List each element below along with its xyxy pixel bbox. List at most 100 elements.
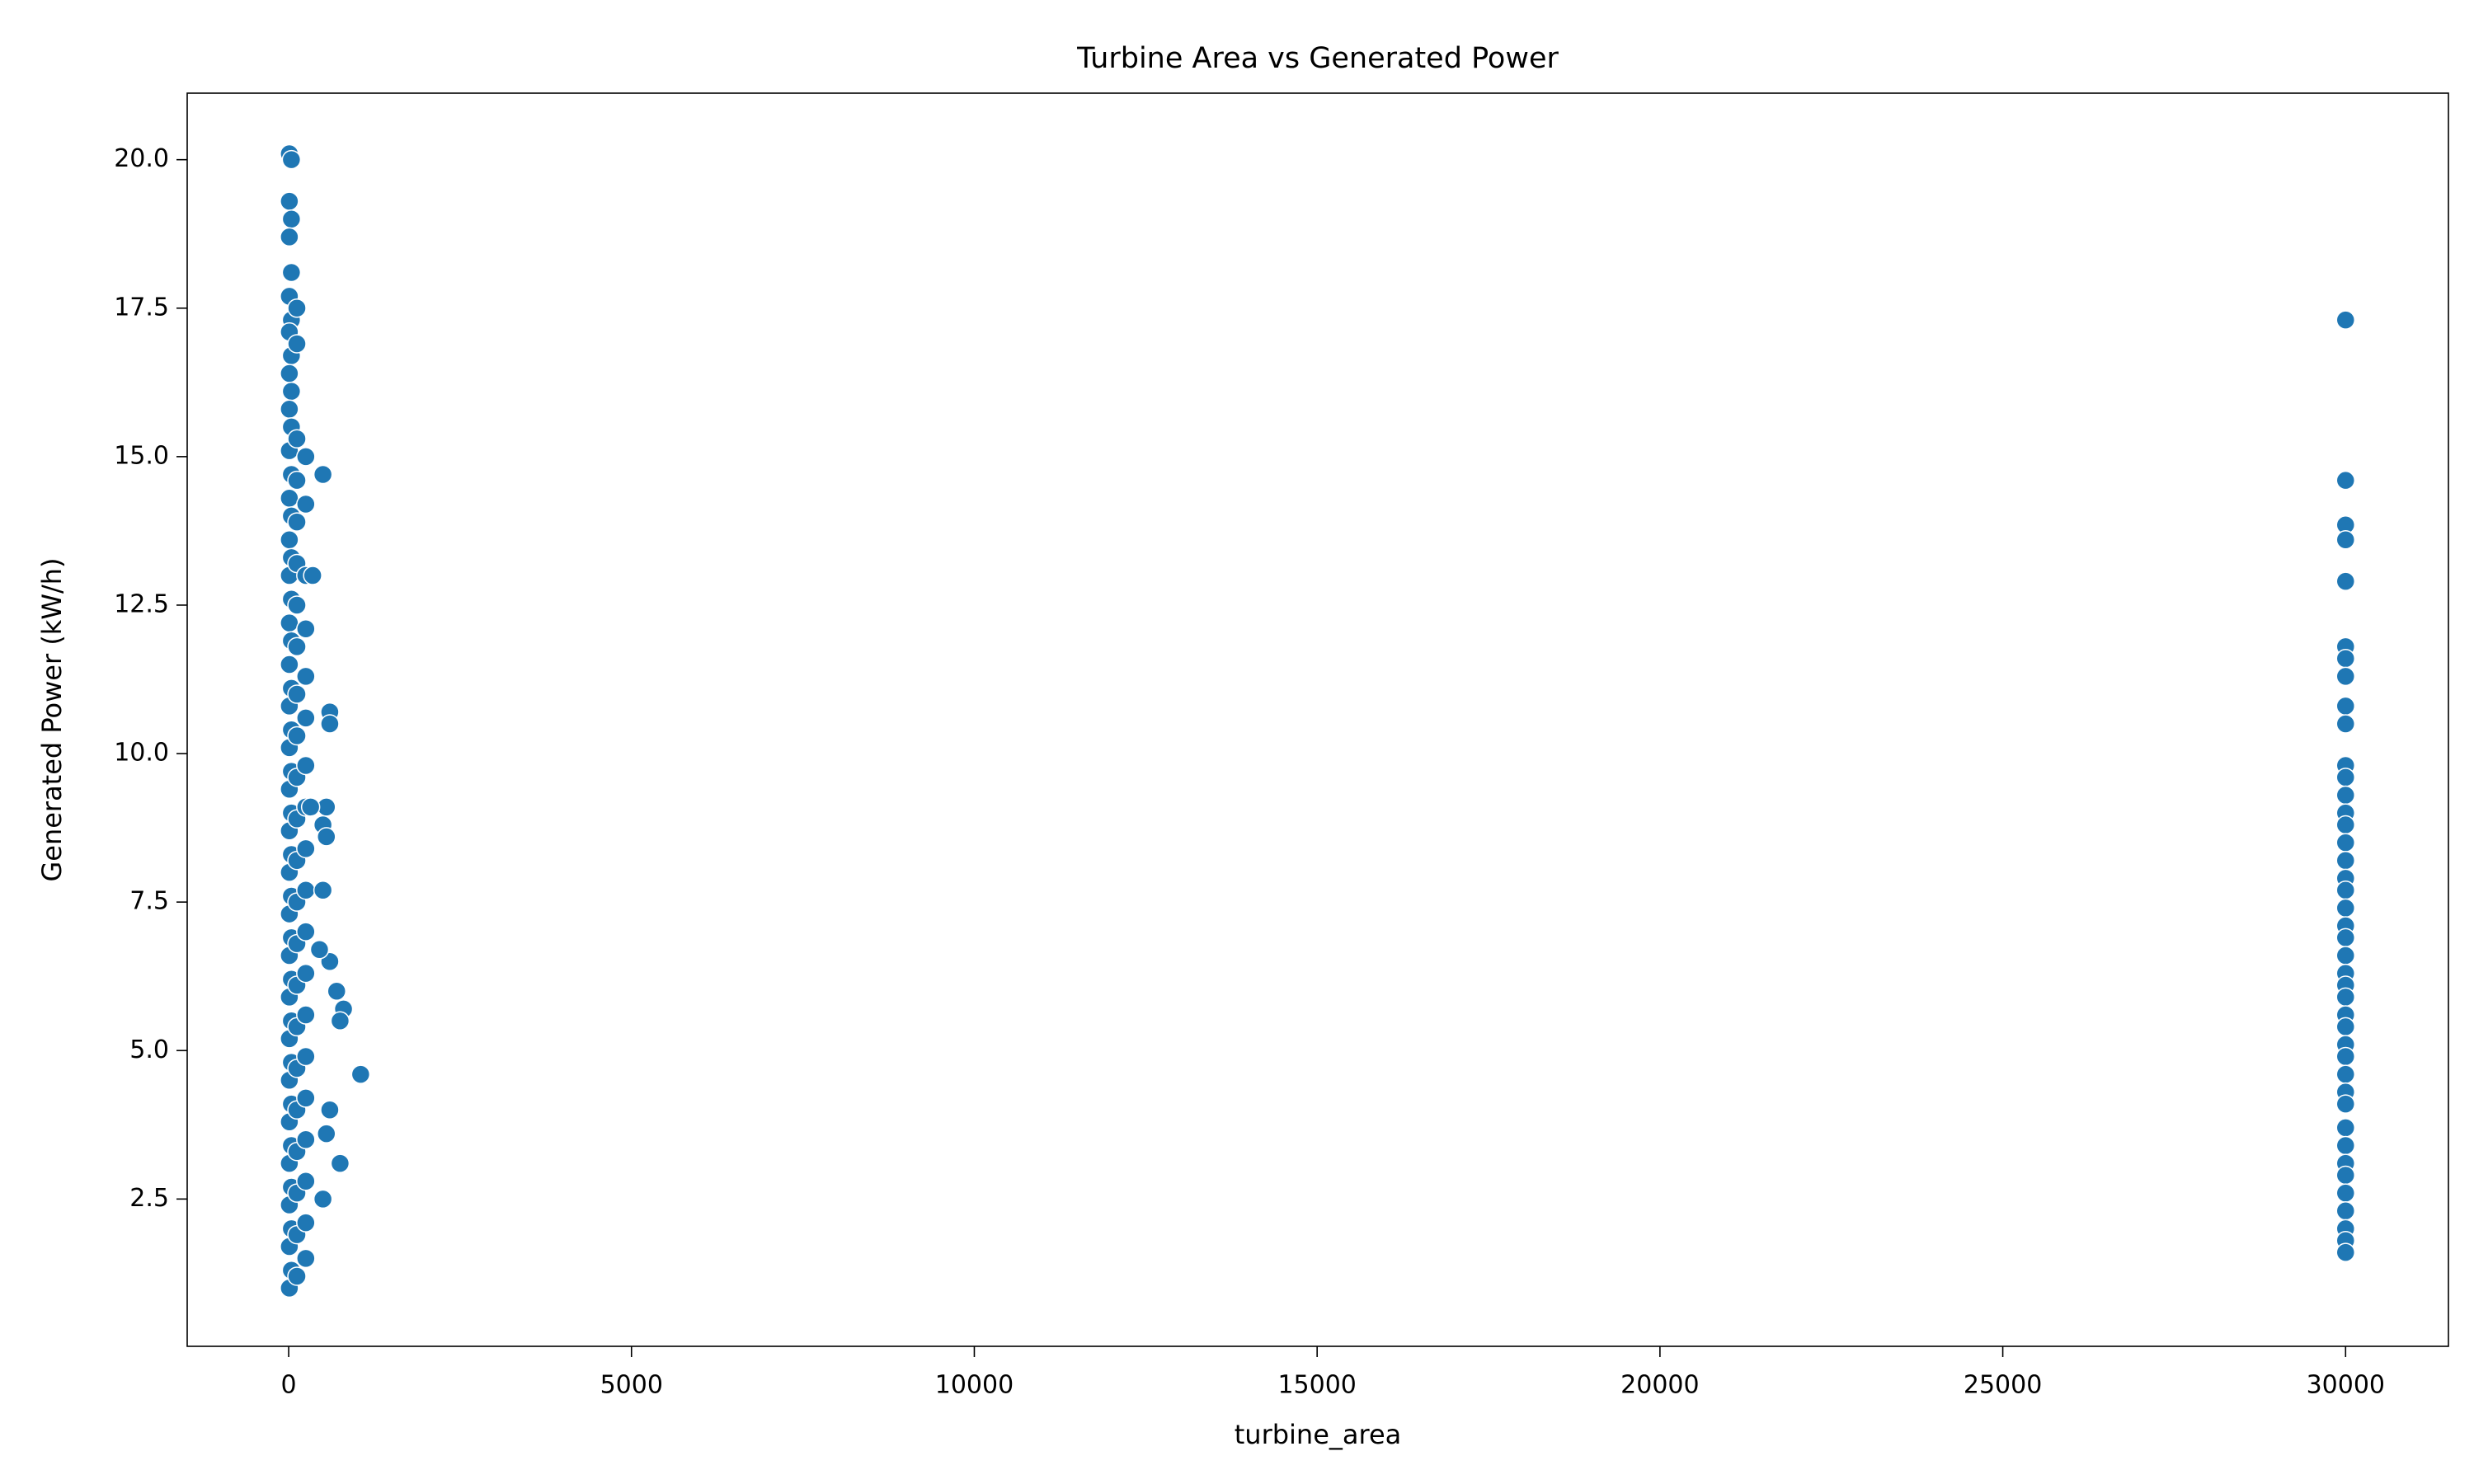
point	[317, 1124, 336, 1144]
point	[2335, 1064, 2356, 1084]
point	[2335, 987, 2356, 1007]
point	[296, 755, 316, 776]
point	[296, 1171, 316, 1191]
point	[2335, 1183, 2356, 1203]
point	[2335, 470, 2356, 491]
point	[313, 880, 333, 900]
point	[2335, 1094, 2356, 1114]
point	[2335, 1201, 2356, 1221]
point	[296, 1248, 316, 1269]
point	[280, 399, 299, 419]
point	[330, 1153, 350, 1173]
point	[280, 655, 299, 674]
point	[281, 381, 302, 402]
x-tick-label: 20000	[1620, 1371, 1699, 1400]
point	[320, 1100, 340, 1120]
point	[2335, 649, 2356, 669]
point	[296, 708, 316, 728]
point	[296, 1213, 316, 1233]
point	[287, 1266, 307, 1286]
point	[2335, 880, 2356, 900]
point	[296, 1129, 316, 1150]
y-tick-label: 2.5	[129, 1184, 169, 1213]
y-tick-label: 12.5	[114, 589, 169, 618]
point	[280, 613, 299, 633]
point	[296, 922, 316, 942]
point	[2335, 714, 2356, 734]
point	[296, 619, 316, 639]
point	[2335, 1135, 2356, 1156]
point	[296, 666, 316, 687]
point	[2335, 529, 2356, 550]
point	[296, 1088, 316, 1108]
point	[296, 838, 316, 859]
point	[2335, 1046, 2356, 1067]
point	[280, 488, 299, 509]
point	[317, 827, 336, 847]
y-tick-label: 5.0	[129, 1036, 169, 1064]
point	[309, 940, 330, 960]
point	[281, 262, 302, 283]
point	[330, 1011, 350, 1031]
point	[2335, 1017, 2356, 1037]
point	[313, 464, 333, 485]
point	[296, 963, 316, 984]
point	[2335, 768, 2356, 787]
point	[2335, 898, 2356, 918]
x-axis-label: turbine_area	[1235, 1419, 1402, 1450]
point	[327, 981, 346, 1001]
x-tick-label: 15000	[1277, 1371, 1356, 1400]
y-axis-label: Generated Power (kW/h)	[36, 557, 68, 881]
point	[287, 726, 307, 746]
point	[296, 494, 316, 514]
x-tick-label: 10000	[935, 1371, 1014, 1400]
plot-frame	[186, 92, 2449, 1347]
point	[2335, 571, 2356, 591]
point	[287, 595, 307, 615]
point	[287, 512, 307, 532]
point	[296, 880, 316, 900]
point	[280, 364, 299, 383]
point	[2335, 850, 2356, 871]
point	[287, 684, 307, 704]
point	[280, 227, 299, 247]
point	[320, 714, 340, 734]
point	[350, 1064, 371, 1084]
y-tick-label: 7.5	[129, 887, 169, 916]
x-tick-label: 25000	[1964, 1371, 2042, 1400]
point	[2335, 833, 2356, 852]
point	[287, 470, 307, 491]
point	[2335, 666, 2356, 687]
point	[287, 429, 307, 449]
point	[2335, 1165, 2356, 1186]
point	[2335, 310, 2356, 330]
chart-title: Turbine Area vs Generated Power	[1076, 42, 1559, 75]
x-tick-label: 0	[281, 1371, 297, 1400]
point	[2335, 1118, 2356, 1138]
point	[2335, 1242, 2356, 1262]
point	[287, 298, 307, 318]
point	[280, 529, 299, 550]
point	[281, 209, 302, 229]
point	[296, 1005, 316, 1025]
point	[2335, 815, 2356, 835]
point	[287, 334, 307, 354]
point	[2335, 928, 2356, 948]
y-tick-label: 17.5	[114, 293, 169, 322]
point	[296, 447, 316, 467]
point	[313, 1189, 333, 1209]
point	[287, 636, 307, 657]
point	[2335, 946, 2356, 965]
y-tick-label: 20.0	[114, 144, 169, 173]
point	[296, 1046, 316, 1067]
point	[280, 191, 299, 211]
point	[281, 149, 302, 170]
y-tick-label: 10.0	[114, 739, 169, 768]
point	[2335, 696, 2356, 716]
x-tick-label: 30000	[2307, 1371, 2385, 1400]
y-tick-label: 15.0	[114, 441, 169, 470]
point	[300, 797, 321, 817]
x-tick-label: 5000	[600, 1371, 663, 1400]
